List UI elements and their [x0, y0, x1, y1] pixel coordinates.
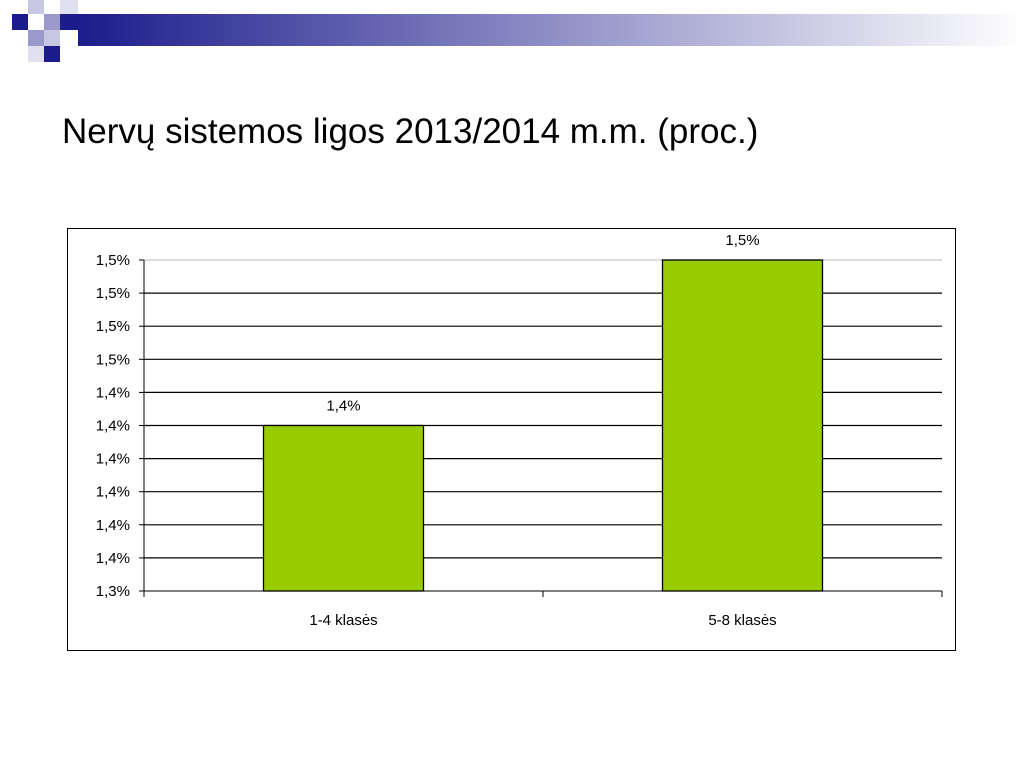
y-tick-label: 1,3%: [96, 583, 130, 600]
y-tick-label: 1,5%: [96, 318, 130, 335]
bar: [661, 259, 824, 592]
deco-square-light: [44, 14, 60, 30]
data-label: 1,5%: [725, 232, 759, 249]
deco-square-light: [28, 0, 44, 14]
y-tick-label: 1,4%: [96, 418, 130, 435]
bar: [262, 424, 425, 592]
y-tick-label: 1,4%: [96, 517, 130, 534]
y-tick-label: 1,4%: [96, 550, 130, 567]
data-label: 1,4%: [326, 398, 360, 415]
y-tick-label: 1,4%: [96, 484, 130, 501]
deco-square-light: [44, 30, 60, 46]
deco-square-navy: [60, 14, 78, 30]
slide-title: Nervų sistemos ligos 2013/2014 m.m. (pro…: [62, 112, 759, 151]
slide-header-decoration: [12, 0, 1024, 62]
bar-chart: 1,3% 1,4% 1,4% 1,4% 1,4% 1,4% 1,4% 1,5% 1,5% 1,5%…: [96, 232, 943, 629]
deco-square-light: [28, 30, 44, 46]
x-category-label: 1-4 klasės: [309, 612, 377, 629]
deco-square-navy: [44, 46, 60, 62]
y-tick-label: 1,5%: [96, 285, 130, 302]
x-category-label: 5-8 klasės: [708, 612, 776, 629]
y-tick-label: 1,5%: [96, 351, 130, 368]
deco-square-light: [28, 46, 44, 62]
y-tick-label: 1,5%: [96, 252, 130, 269]
y-tick-label: 1,4%: [96, 384, 130, 401]
header-gradient-bar: [78, 14, 1024, 46]
chart-container: 1,3% 1,4% 1,4% 1,4% 1,4% 1,4% 1,4% 1,5% 1,5% 1,5%…: [67, 228, 956, 651]
deco-square-navy: [12, 14, 28, 30]
deco-square-light: [60, 0, 78, 14]
y-tick-label: 1,4%: [96, 451, 130, 468]
